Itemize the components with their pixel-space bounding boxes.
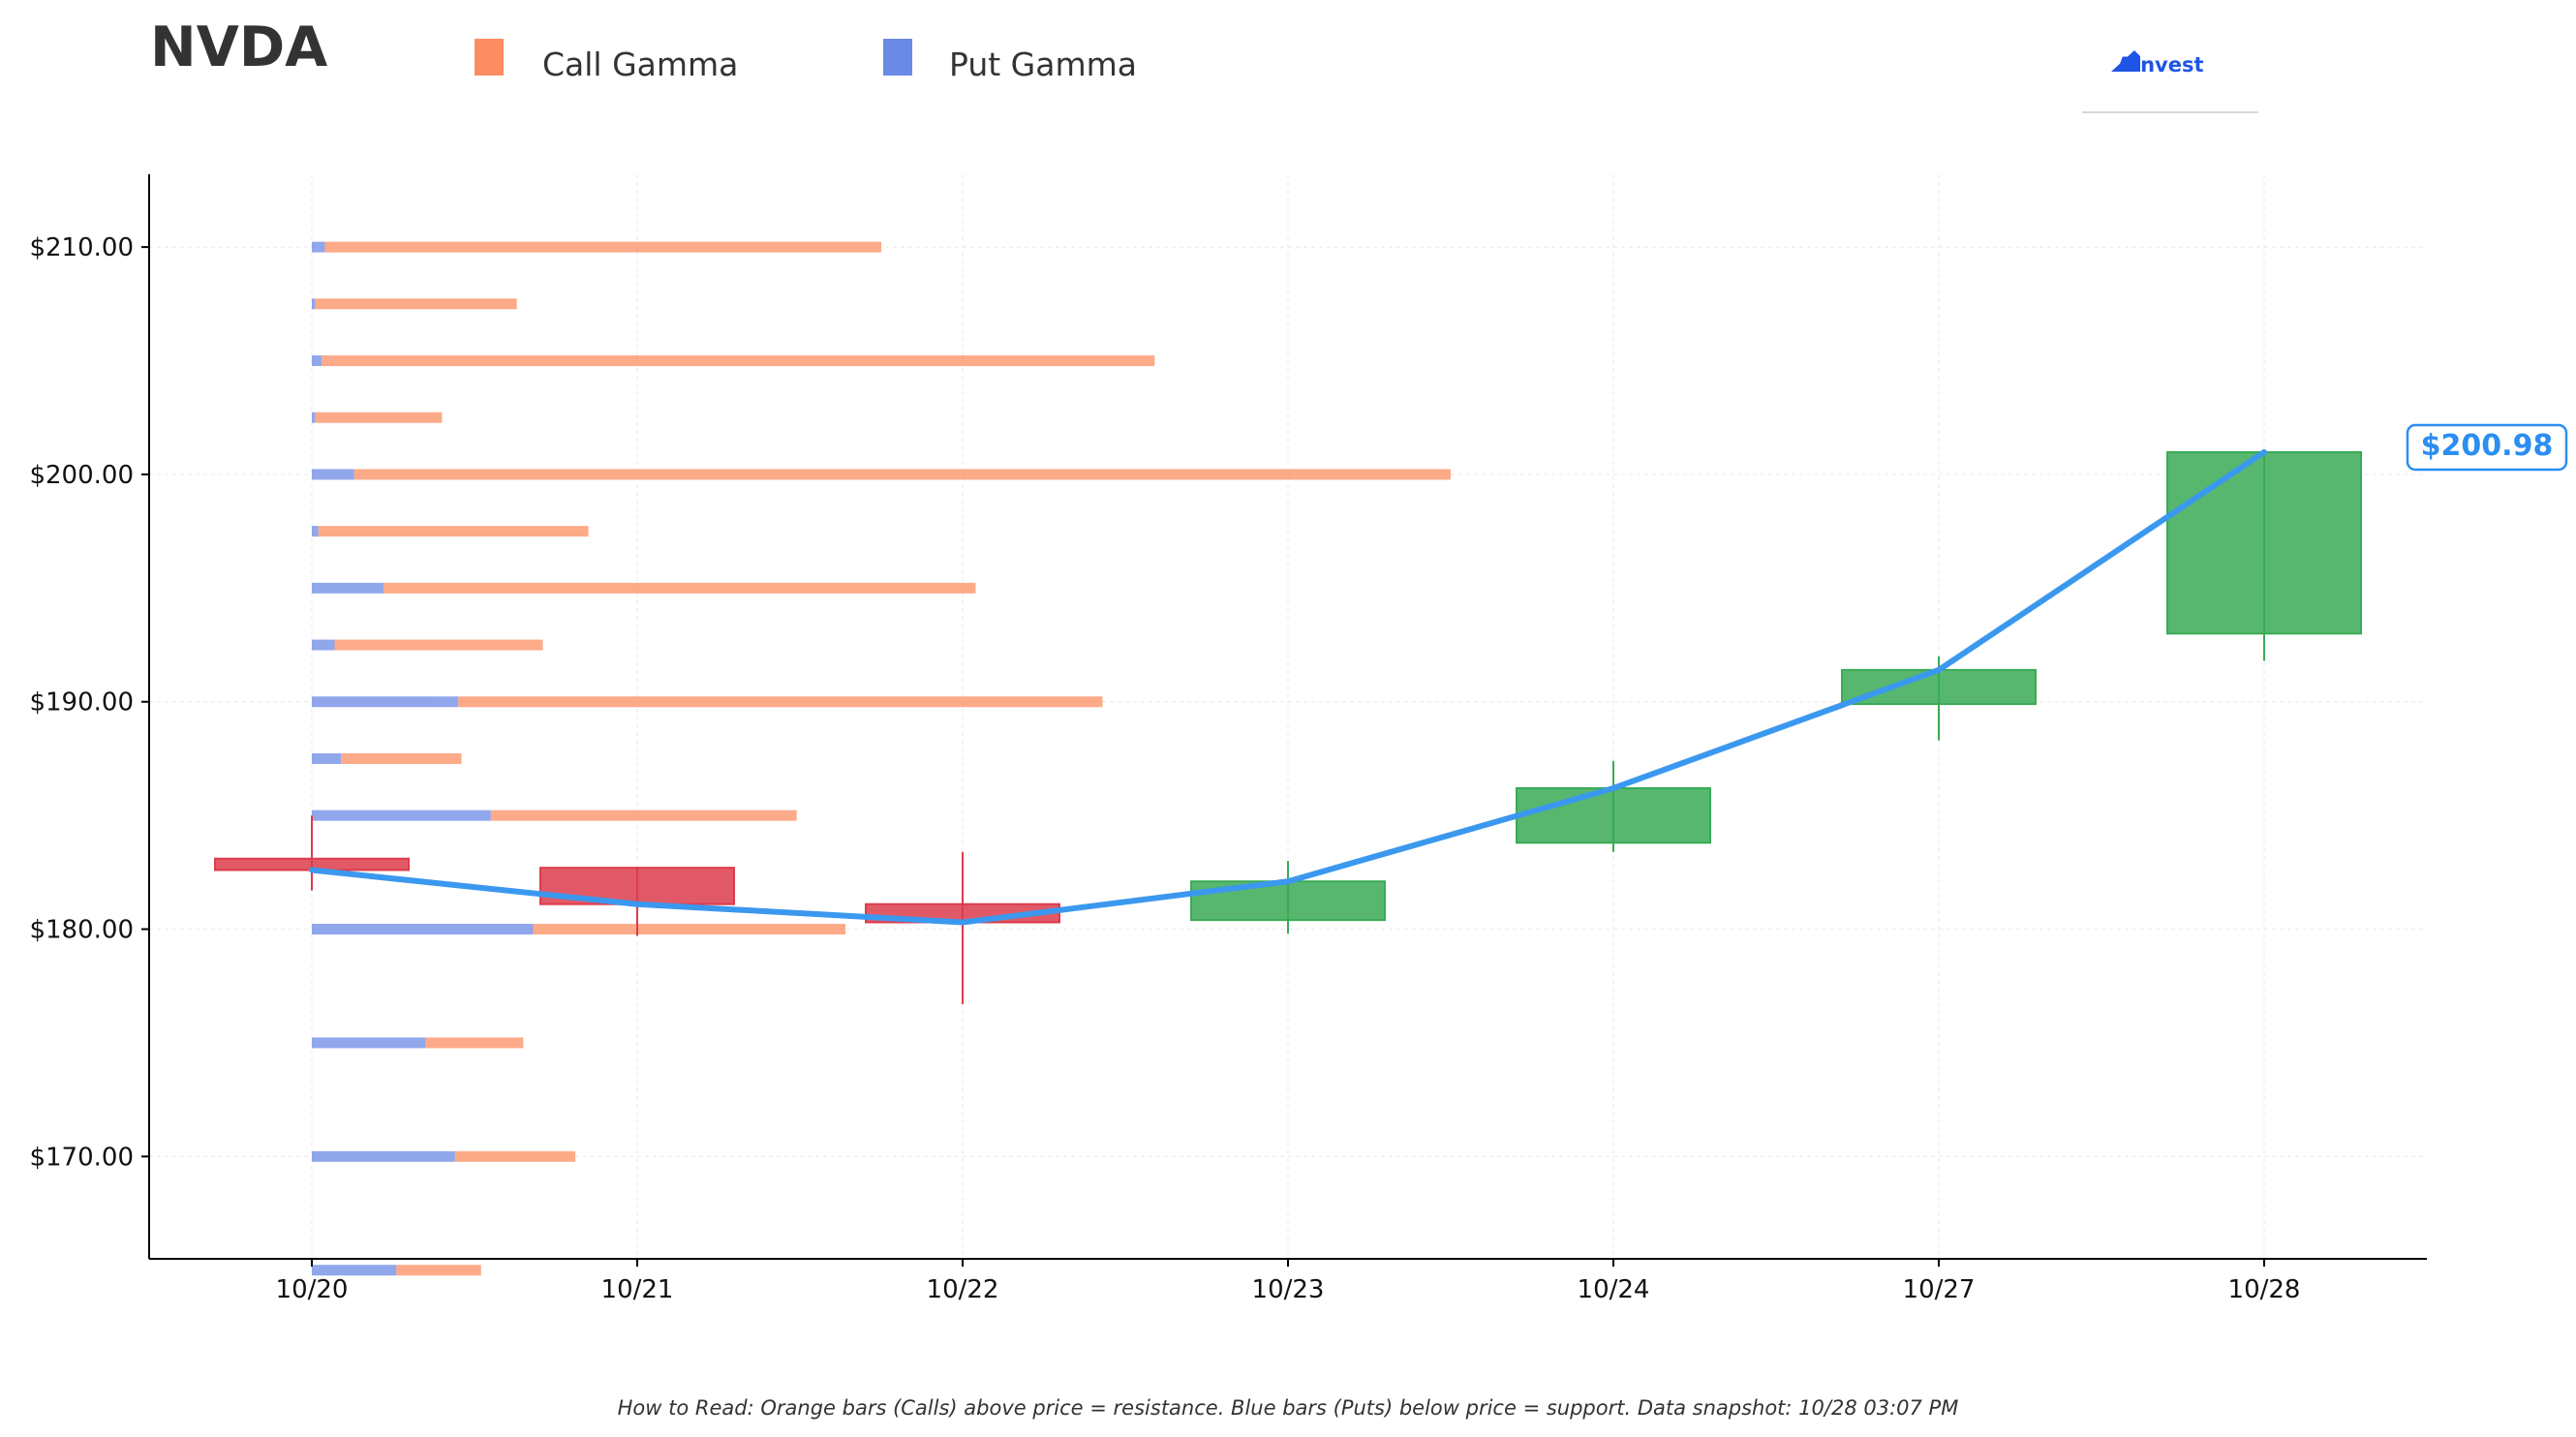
put-gamma-bar	[312, 355, 322, 367]
last-price-badge: $200.98	[2406, 423, 2568, 472]
call-gamma-bar	[315, 412, 443, 423]
x-tick-label: 10/28	[2228, 1275, 2301, 1304]
logo-brand-text: AInvest	[2117, 53, 2204, 76]
put-gamma-bar	[312, 582, 383, 594]
y-tick-label: $170.00	[29, 1143, 134, 1172]
x-tick-label: 10/21	[601, 1275, 674, 1304]
call-gamma-bar	[315, 298, 517, 310]
put-gamma-bar	[312, 752, 342, 764]
axes: $170.00 $180.00 $190.00 $200.00 $210.00 10/20…	[29, 174, 2427, 1304]
call-gamma-bar	[322, 355, 1155, 367]
put-gamma-bar	[312, 241, 325, 253]
put-gamma-bar	[312, 298, 316, 310]
close-price-line	[309, 448, 2267, 926]
call-gamma-bar	[341, 752, 462, 764]
x-tick-label: 10/23	[1252, 1275, 1325, 1304]
call-gamma-bar	[458, 696, 1103, 708]
logo-chart-icon	[2111, 50, 2140, 72]
candle-body	[1516, 786, 1711, 844]
legend: Call Gamma Put Gamma	[475, 39, 1137, 83]
put-gamma-bar	[312, 1037, 426, 1049]
call-gamma-bar	[396, 1265, 481, 1276]
y-tick-label: $180.00	[29, 916, 134, 945]
last-price-box	[2406, 423, 2568, 472]
call-gamma-bar	[334, 639, 543, 651]
x-tick-label: 10/20	[276, 1275, 349, 1304]
x-tick-label: 10/22	[927, 1275, 999, 1304]
call-gamma-bar	[490, 810, 797, 821]
call-gamma-bar	[425, 1037, 524, 1049]
put-gamma-bar	[312, 639, 335, 651]
call-gamma-bar	[383, 582, 976, 594]
call-gamma-bar	[353, 469, 1452, 480]
ainvest-logo: AInvest	[2082, 50, 2258, 113]
legend-put-label: Put Gamma	[949, 46, 1137, 83]
y-tick-label: $210.00	[29, 233, 134, 262]
call-gamma-bar	[318, 526, 589, 537]
legend-call-label: Call Gamma	[542, 46, 738, 83]
candle-body	[2166, 450, 2362, 635]
gamma-bars	[312, 241, 1452, 1276]
put-gamma-bar	[312, 526, 319, 537]
put-gamma-bar	[312, 1150, 455, 1162]
legend-put-swatch	[883, 39, 912, 76]
x-tick-label: 10/24	[1578, 1275, 1650, 1304]
call-gamma-bar	[533, 924, 846, 935]
legend-call-swatch	[475, 39, 504, 76]
close-line	[309, 448, 2267, 926]
call-gamma-bar	[324, 241, 881, 253]
call-gamma-bar	[454, 1150, 576, 1162]
y-tick-label: $190.00	[29, 688, 134, 718]
chart-title: NVDA	[150, 15, 327, 79]
y-tick-label: $200.00	[29, 461, 134, 490]
put-gamma-bar	[312, 696, 459, 708]
grid-lines	[149, 174, 2427, 1259]
put-gamma-bar	[312, 924, 534, 935]
last-price-label: $200.98	[2421, 429, 2554, 463]
candlesticks	[214, 450, 2362, 1005]
put-gamma-bar	[312, 412, 316, 423]
put-gamma-bar	[312, 810, 491, 821]
footnote: How to Read: Orange bars (Calls) above p…	[618, 1396, 1959, 1420]
put-gamma-bar	[312, 469, 354, 480]
candle-body	[1841, 668, 2037, 706]
x-tick-label: 10/27	[1903, 1275, 1976, 1304]
put-gamma-bar	[312, 1265, 397, 1276]
